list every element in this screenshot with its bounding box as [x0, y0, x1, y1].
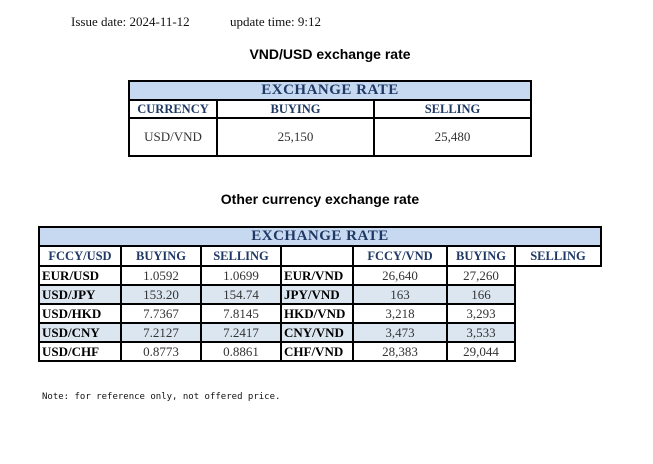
vnd-usd-title: VND/USD exchange rate — [249, 46, 411, 62]
table-row: USD/JPY 153.20 154.74 JPY/VND 163 166 — [38, 284, 601, 305]
selling-cell: 154.74 — [200, 284, 282, 305]
selling-cell: 3,293 — [446, 303, 516, 324]
col-currency: CURRENCY — [128, 99, 218, 119]
currency-cell: USD/VND — [128, 117, 218, 157]
table-title: EXCHANGE RATE — [128, 80, 532, 101]
selling-cell: 7.2417 — [200, 322, 282, 343]
table-row: USD/CNY 7.2127 7.2417 CNY/VND 3,473 3,533 — [38, 322, 601, 343]
buying-cell: 28,383 — [352, 341, 448, 362]
buying-cell: 0.8773 — [120, 341, 202, 362]
table-row: USD/HKD 7.7367 7.8145 HKD/VND 3,218 3,293 — [38, 303, 601, 324]
buying-cell: 7.7367 — [120, 303, 202, 324]
buying-cell: 7.2127 — [120, 322, 202, 343]
pair-cell: USD/CHF — [38, 341, 122, 362]
spacer-column — [280, 245, 354, 267]
col-buying: BUYING — [446, 245, 516, 267]
buying-cell: 153.20 — [120, 284, 202, 305]
table-title: EXCHANGE RATE — [38, 226, 602, 247]
col-fccy-usd: FCCY/USD — [38, 245, 122, 267]
table-row: USD/CHF 0.8773 0.8861 CHF/VND 28,383 29,044 — [38, 341, 601, 362]
selling-cell: 29,044 — [446, 341, 516, 362]
pair-cell: USD/JPY — [38, 284, 122, 305]
selling-cell: 25,480 — [373, 117, 532, 157]
buying-cell: 3,218 — [352, 303, 448, 324]
selling-cell: 166 — [446, 284, 516, 305]
pair-cell: CHF/VND — [280, 341, 354, 362]
col-fccy-vnd: FCCY/VND — [352, 245, 448, 267]
other-title: Other currency exchange rate — [220, 191, 420, 207]
buying-cell: 163 — [352, 284, 448, 305]
note: Note: for reference only, not offered pr… — [42, 392, 281, 402]
selling-cell: 1.0699 — [200, 265, 282, 286]
buying-cell: 25,150 — [216, 117, 375, 157]
pair-cell: EUR/USD — [38, 265, 122, 286]
pair-cell: EUR/VND — [280, 265, 354, 286]
pair-cell: JPY/VND — [280, 284, 354, 305]
update-time: update time: 9:12 — [230, 14, 321, 29]
pair-cell: USD/CNY — [38, 322, 122, 343]
selling-cell: 27,260 — [446, 265, 516, 286]
other-rates-table: EXCHANGE RATE FCCY/USD BUYING SELLING FC… — [38, 226, 602, 362]
selling-cell: 3,533 — [446, 322, 516, 343]
buying-cell: 1.0592 — [120, 265, 202, 286]
col-buying: BUYING — [120, 245, 202, 267]
pair-cell: USD/HKD — [38, 303, 122, 324]
buying-cell: 3,473 — [352, 322, 448, 343]
col-buying: BUYING — [216, 99, 375, 119]
table-row: EUR/USD 1.0592 1.0699 EUR/VND 26,640 27,260 — [38, 265, 601, 286]
col-selling: SELLING — [514, 245, 602, 267]
table-row: USD/VND 25,150 25,480 — [128, 117, 532, 157]
selling-cell: 7.8145 — [200, 303, 282, 324]
selling-cell: 0.8861 — [200, 341, 282, 362]
vnd-usd-table: EXCHANGE RATE CURRENCY BUYING SELLING USD/… — [128, 80, 532, 157]
col-selling: SELLING — [200, 245, 282, 267]
buying-cell: 26,640 — [352, 265, 448, 286]
issue-date: Issue date: 2024-11-12 — [71, 14, 190, 29]
pair-cell: CNY/VND — [280, 322, 354, 343]
pair-cell: HKD/VND — [280, 303, 354, 324]
col-selling: SELLING — [373, 99, 532, 119]
